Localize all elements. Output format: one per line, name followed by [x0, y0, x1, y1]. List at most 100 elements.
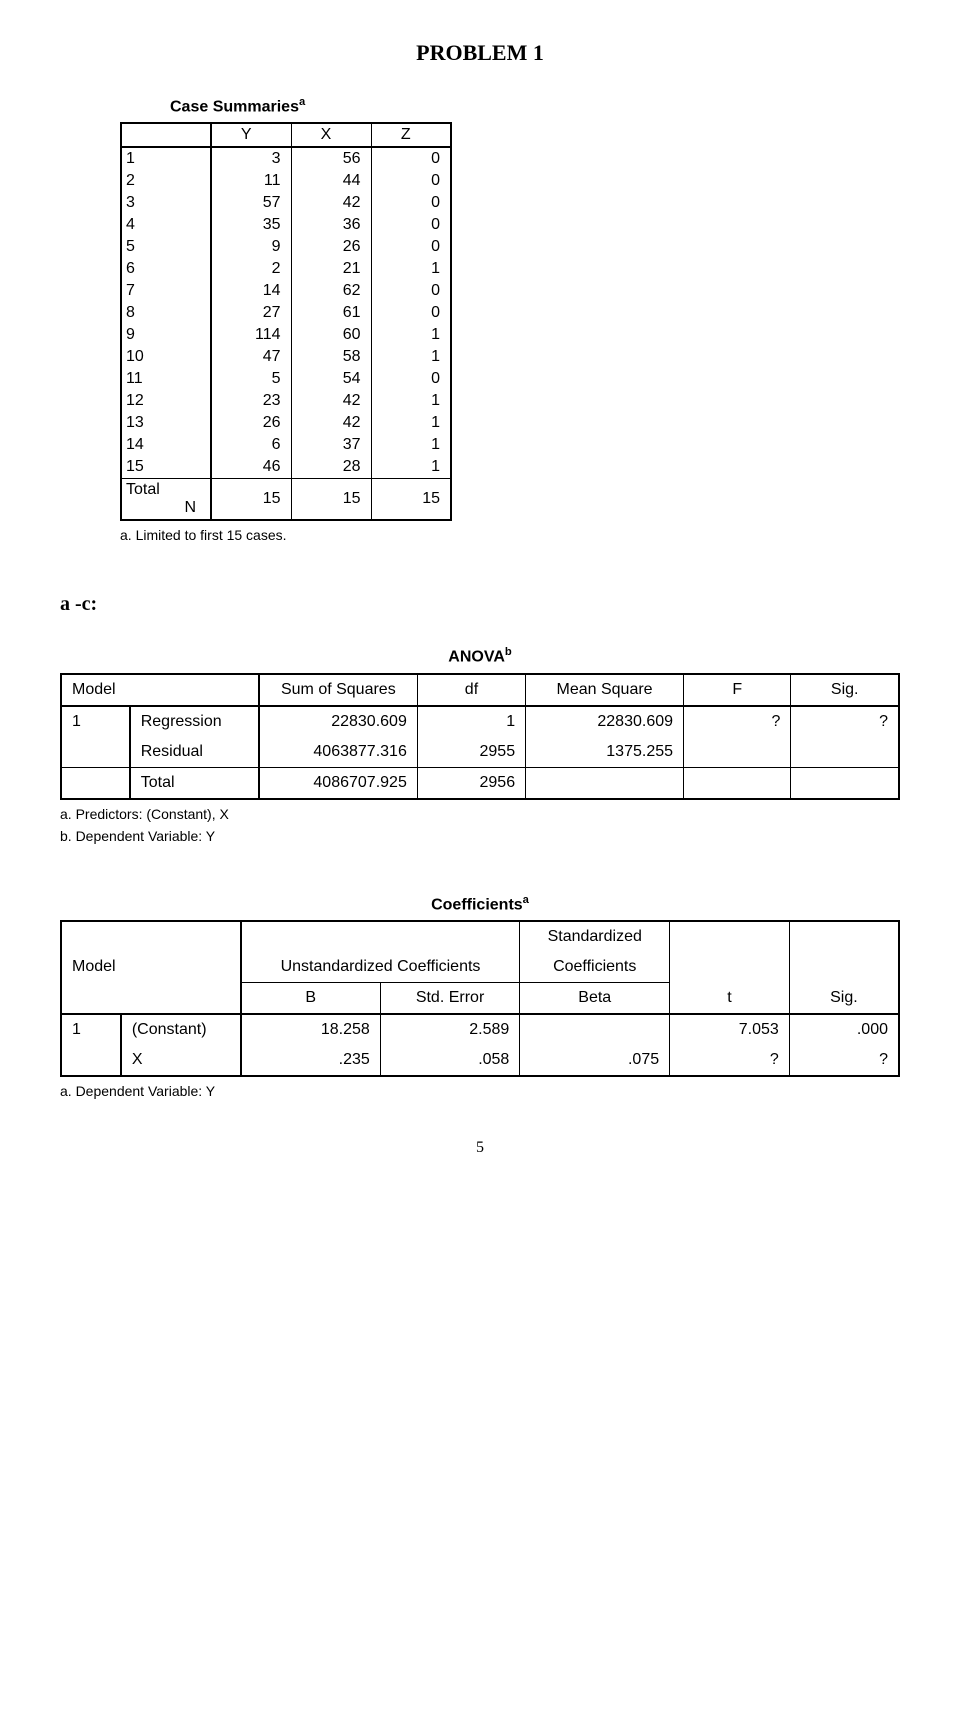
table-row: X.235.058.075?? — [61, 1045, 899, 1076]
anova-h-f: F — [684, 674, 791, 706]
table-row: 62211 — [121, 258, 451, 280]
coef-sup: a — [523, 894, 529, 906]
anova-ms: 1375.255 — [526, 737, 684, 768]
anova-h-ms: Mean Square — [526, 674, 684, 706]
anova-ss: 4063877.316 — [259, 737, 418, 768]
cell-z: 1 — [371, 324, 451, 346]
row-idx: 3 — [121, 192, 211, 214]
row-idx: 11 — [121, 368, 211, 390]
cell-y: 35 — [211, 214, 291, 236]
total-label: TotalN — [121, 479, 211, 521]
case-summaries-table: Y X Z 1356021144035742043536059260622117… — [120, 122, 452, 521]
coef-t: 7.053 — [670, 1014, 790, 1045]
blank — [670, 921, 790, 952]
cell-y: 11 — [211, 170, 291, 192]
cell-x: 28 — [291, 456, 371, 479]
anova-title-text: ANOVA — [448, 649, 505, 666]
blank — [789, 952, 899, 983]
anova-f: ? — [684, 706, 791, 737]
cell-x: 42 — [291, 192, 371, 214]
anova-h-sig: Sig. — [791, 674, 899, 706]
cell-y: 5 — [211, 368, 291, 390]
row-idx: 8 — [121, 302, 211, 324]
coef-h-sig: Sig. — [789, 982, 899, 1014]
coef-h-b: B — [241, 982, 381, 1014]
anova-h-ss: Sum of Squares — [259, 674, 418, 706]
anova-foot-a: a. Predictors: (Constant), X — [60, 806, 900, 822]
cell-z: 1 — [371, 346, 451, 368]
anova-df: 1 — [417, 706, 525, 737]
cell-z: 1 — [371, 390, 451, 412]
cell-z: 0 — [371, 147, 451, 170]
table-header-row: Y X Z — [121, 123, 451, 147]
table-row: 211440 — [121, 170, 451, 192]
cell-z: 1 — [371, 412, 451, 434]
cell-x: 60 — [291, 324, 371, 346]
coef-se: .058 — [380, 1045, 520, 1076]
row-idx: 1 — [121, 147, 211, 170]
cell-x: 26 — [291, 236, 371, 258]
cell-y: 9 — [211, 236, 291, 258]
anova-h-model: Model — [61, 674, 259, 706]
coef-model: 1 — [61, 1014, 121, 1045]
cell-z: 1 — [371, 456, 451, 479]
table-row: 1Regression22830.609122830.609?? — [61, 706, 899, 737]
table-row: 146371 — [121, 434, 451, 456]
anova-sig — [791, 737, 899, 768]
total-row: TotalN151515 — [121, 479, 451, 521]
cell-z: 0 — [371, 170, 451, 192]
page-number: 5 — [60, 1139, 900, 1157]
row-idx: 13 — [121, 412, 211, 434]
cell-z: 0 — [371, 192, 451, 214]
cell-z: 0 — [371, 214, 451, 236]
row-idx: 4 — [121, 214, 211, 236]
table-row: 827610 — [121, 302, 451, 324]
coef-h-se: Std. Error — [380, 982, 520, 1014]
anova-ms: 22830.609 — [526, 706, 684, 737]
cell-z: 0 — [371, 368, 451, 390]
table-row: 1546281 — [121, 456, 451, 479]
table-row: 59260 — [121, 236, 451, 258]
anova-foot-b: b. Dependent Variable: Y — [60, 828, 900, 844]
coef-label: (Constant) — [121, 1014, 241, 1045]
table-row: 1(Constant)18.2582.5897.053.000 — [61, 1014, 899, 1045]
cell-y: 2 — [211, 258, 291, 280]
cell-x: 56 — [291, 147, 371, 170]
cell-x: 61 — [291, 302, 371, 324]
cell-z: 0 — [371, 280, 451, 302]
coef-model — [61, 1045, 121, 1076]
header-y: Y — [211, 123, 291, 147]
cell-x: 36 — [291, 214, 371, 236]
coef-b: .235 — [241, 1045, 381, 1076]
table-row: 435360 — [121, 214, 451, 236]
header-blank — [121, 123, 211, 147]
anova-sup: b — [505, 646, 512, 658]
cell-y: 27 — [211, 302, 291, 324]
cell-x: 37 — [291, 434, 371, 456]
coef-t: ? — [670, 1045, 790, 1076]
cell-y: 26 — [211, 412, 291, 434]
row-idx: 15 — [121, 456, 211, 479]
cell-y: 6 — [211, 434, 291, 456]
anova-ms — [526, 767, 684, 799]
section-label-ac: a -c: — [60, 593, 900, 616]
table-header-row: B Std. Error Beta t Sig. — [61, 982, 899, 1014]
cell-x: 42 — [291, 412, 371, 434]
coefficients-table: Model Unstandardized Coefficients Standa… — [60, 920, 900, 1077]
header-x: X — [291, 123, 371, 147]
anova-f — [684, 767, 791, 799]
table-row: 115540 — [121, 368, 451, 390]
table-header-row: Model Sum of Squares df Mean Square F Si… — [61, 674, 899, 706]
anova-sig — [791, 767, 899, 799]
coef-h-t: t — [670, 982, 790, 1014]
blank — [670, 952, 790, 983]
anova-df: 2956 — [417, 767, 525, 799]
coef-h-beta: Beta — [520, 982, 670, 1014]
case-footnote: a. Limited to first 15 cases. — [120, 527, 900, 543]
table-row: 357420 — [121, 192, 451, 214]
anova-table: Model Sum of Squares df Mean Square F Si… — [60, 673, 900, 800]
anova-h-df: df — [417, 674, 525, 706]
anova-title: ANOVAb — [60, 646, 900, 666]
header-z: Z — [371, 123, 451, 147]
anova-label: Residual — [130, 737, 259, 768]
